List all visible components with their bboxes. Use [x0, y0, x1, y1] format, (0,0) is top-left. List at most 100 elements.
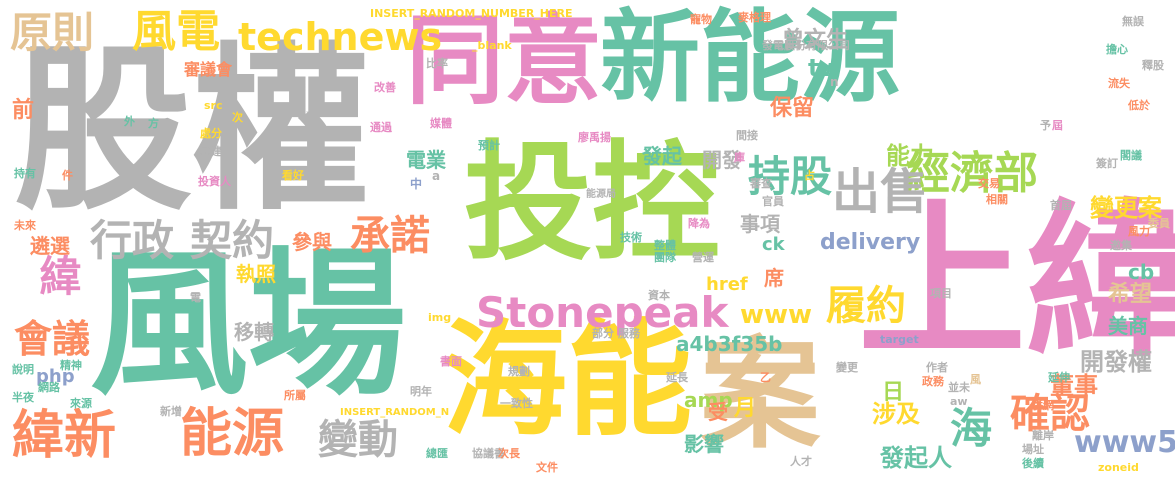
- word: 變更: [836, 361, 858, 374]
- word: 希望: [1108, 282, 1153, 307]
- word: 離岸: [1032, 429, 1054, 442]
- word: 閣議: [1120, 149, 1142, 162]
- word: 移轉: [234, 320, 274, 344]
- word: 委員: [1148, 217, 1170, 230]
- word: 能源局: [586, 189, 616, 200]
- word: cb: [1128, 260, 1155, 284]
- word: 新能源: [600, 0, 900, 116]
- word: zoneid: [1098, 461, 1139, 474]
- word: 人才: [790, 455, 812, 468]
- word: php: [36, 366, 75, 387]
- word: 案: [700, 326, 820, 465]
- word: 投資人: [198, 175, 231, 188]
- word: 無誤: [1122, 15, 1144, 28]
- word: a4b3f35b: [676, 332, 783, 356]
- word: 半夜: [12, 391, 34, 404]
- word: 曾文生: [782, 28, 849, 53]
- word: 持股: [748, 152, 833, 201]
- word: 風場: [90, 233, 406, 417]
- word: 中: [410, 177, 423, 191]
- word: 變動: [318, 417, 398, 463]
- word: 營運: [692, 251, 714, 264]
- word: 官員: [762, 195, 784, 208]
- word: 能源: [180, 404, 285, 464]
- word: 總匯: [426, 447, 448, 460]
- word: 前: [12, 98, 35, 123]
- word: a: [432, 169, 441, 183]
- word: 風電: [132, 6, 220, 57]
- word: 簽訂: [1096, 157, 1118, 170]
- word: 團隊: [654, 251, 676, 264]
- word: 整體: [654, 239, 676, 252]
- word: 預計: [478, 139, 500, 152]
- word: 後續: [1022, 457, 1044, 470]
- word: 日: [882, 380, 905, 405]
- word: INSERT_RANDOM_N: [340, 407, 450, 418]
- word: 發起: [642, 144, 682, 168]
- word: 乙: [760, 371, 771, 384]
- word: 涉及: [872, 400, 920, 428]
- word: 屆: [1052, 119, 1063, 132]
- word: 規劃: [508, 365, 530, 378]
- word: 明年: [410, 385, 432, 398]
- word: 書面: [440, 355, 462, 368]
- word: 開發權: [1080, 348, 1152, 376]
- word: 保留: [770, 96, 815, 121]
- word: 廖禹揚: [578, 131, 611, 144]
- word: 首屆: [1050, 199, 1072, 212]
- word: 予: [1040, 119, 1051, 132]
- word: 看好: [282, 169, 304, 182]
- word: 並未: [948, 381, 970, 394]
- word: 說明: [12, 363, 34, 376]
- word: 網路: [38, 381, 60, 394]
- word: 受: [708, 400, 728, 424]
- word: 經濟部: [906, 148, 1038, 199]
- word: 延伸: [1048, 371, 1070, 384]
- word: 上緯: [858, 184, 1175, 380]
- word: 占: [804, 169, 815, 182]
- word: 開發: [702, 148, 742, 172]
- word: 風: [970, 373, 981, 386]
- word: 交易: [978, 177, 1000, 190]
- word: 能力: [886, 142, 934, 170]
- word: 事項: [740, 212, 780, 236]
- word: 海: [950, 404, 993, 453]
- word: 處分: [200, 127, 222, 140]
- word: 外: [124, 115, 135, 128]
- word: 次: [232, 111, 243, 124]
- word: 延長: [666, 371, 688, 384]
- word: 釋股: [1142, 59, 1164, 72]
- word: 股權: [14, 27, 370, 234]
- word: 庫: [734, 151, 745, 164]
- word: 併網: [1032, 399, 1054, 412]
- word: 新增: [160, 405, 182, 418]
- word: 投控: [464, 129, 721, 278]
- word: n: [830, 75, 839, 89]
- word: 比率: [426, 57, 448, 70]
- word: aw: [950, 395, 968, 408]
- word: 審議會: [184, 60, 233, 79]
- word: 原則: [10, 8, 95, 57]
- word: 麥格理: [738, 11, 771, 24]
- word: _blank: [472, 39, 512, 52]
- word: 服務: [618, 327, 640, 340]
- word: 改善: [374, 81, 396, 94]
- word: 資本: [648, 289, 670, 302]
- word: technews: [238, 15, 443, 59]
- word: 流失: [1108, 77, 1130, 90]
- word: 方: [148, 117, 159, 130]
- word: 電: [190, 291, 201, 304]
- word: 影響: [684, 432, 724, 456]
- word: 場址: [1022, 443, 1044, 456]
- word: amp: [684, 388, 733, 412]
- word: 月: [734, 396, 757, 421]
- word: 海能: [442, 308, 692, 453]
- word: 契約: [190, 216, 275, 265]
- word: 次長: [498, 447, 520, 460]
- word: 降為: [688, 217, 710, 230]
- word: 參與: [292, 230, 332, 254]
- word: 審查: [750, 177, 772, 190]
- word: 政務: [922, 375, 944, 388]
- word: 未來: [14, 219, 36, 232]
- word: 緯新: [12, 406, 117, 466]
